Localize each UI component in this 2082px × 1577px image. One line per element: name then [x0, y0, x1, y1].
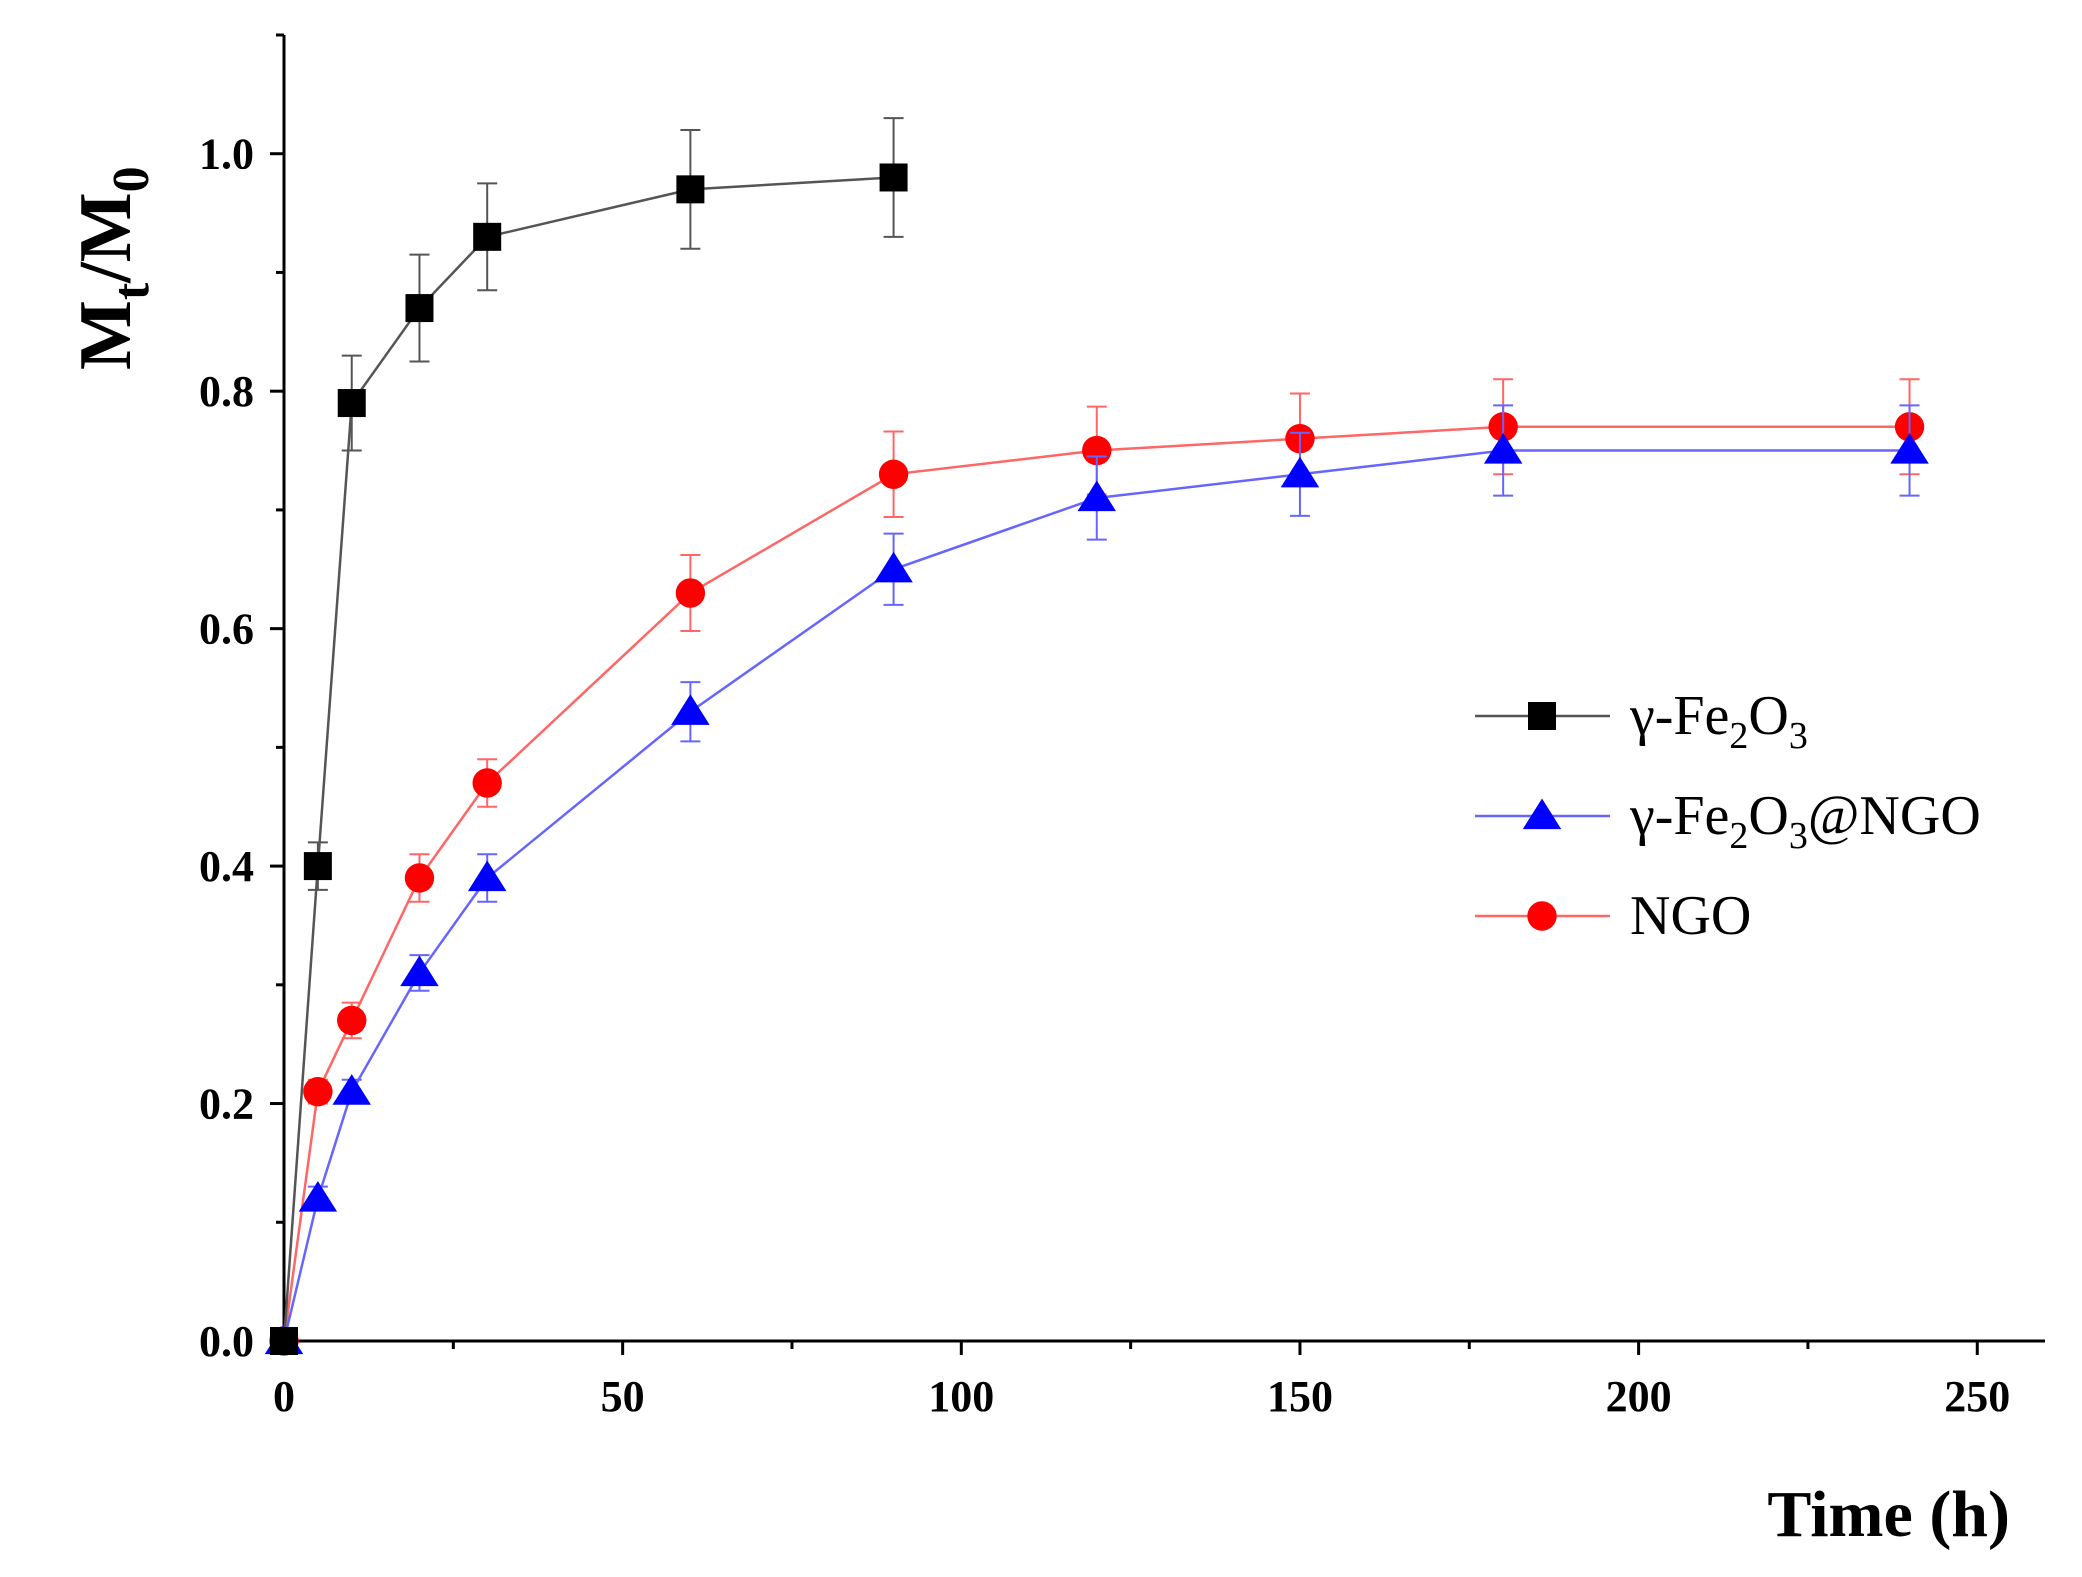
data-point: [332, 1074, 371, 1105]
legend-label: γ-Fe2O3@NGO: [1629, 785, 1981, 857]
legend-entry: γ-Fe2O3: [1475, 685, 1808, 757]
y-tick-label: 0.4: [199, 842, 254, 891]
x-tick-label: 100: [928, 1372, 994, 1421]
data-point: [676, 175, 705, 204]
data-point: [405, 294, 434, 323]
y-tick-label: 0.6: [199, 605, 254, 654]
x-tick-label: 50: [601, 1372, 645, 1421]
data-point: [1280, 456, 1320, 488]
data-point: [1082, 435, 1112, 466]
data-point: [337, 1005, 367, 1036]
series-line: [282, 176, 894, 1342]
data-point: [878, 459, 909, 489]
y-tick-label: 0.0: [199, 1317, 254, 1366]
series-1: [264, 404, 1929, 1355]
x-tick-label: 200: [1606, 1372, 1672, 1421]
legend: γ-Fe2O3 γ-Fe2O3@NGO NGO: [1475, 685, 1981, 947]
data-point: [671, 694, 710, 725]
x-tick-label: 150: [1267, 1372, 1333, 1421]
y-axis-title: Mt/M0: [65, 166, 160, 370]
data-point: [1890, 433, 1929, 464]
legend-marker: [1527, 901, 1557, 931]
data-point: [472, 768, 502, 798]
data-point: [270, 1327, 298, 1355]
data-point: [675, 578, 706, 608]
data-point: [303, 852, 332, 881]
data-point: [473, 222, 502, 251]
legend-entry: γ-Fe2O3@NGO: [1475, 785, 1981, 857]
data-point: [879, 163, 908, 192]
legend-marker: [1528, 702, 1556, 730]
series-0: [270, 117, 908, 1355]
data-point: [337, 389, 366, 418]
y-tick-label: 0.8: [199, 367, 254, 416]
x-tick-label: 0: [273, 1372, 295, 1421]
legend-marker: [1522, 798, 1562, 830]
data-point: [404, 863, 435, 893]
legend-entry: NGO: [1475, 885, 1751, 947]
legend-label: NGO: [1630, 885, 1751, 947]
x-tick-label: 250: [1944, 1372, 2010, 1421]
data-point: [874, 551, 913, 583]
data-point: [467, 860, 507, 892]
data-point: [298, 1181, 338, 1212]
axis-tick-labels: 0.0 0.2 0.4 0.6 0.8 1.0 0 50 100 150 200 250: [199, 130, 2010, 1421]
data-point: [1483, 433, 1523, 464]
x-axis-title: Time (h): [1767, 1478, 2010, 1551]
axis-ticks: [270, 33, 1979, 1355]
y-tick-label: 1.0: [199, 130, 254, 179]
y-tick-label: 0.2: [199, 1080, 254, 1129]
data-point: [303, 1076, 333, 1107]
series-layer: [264, 117, 1929, 1356]
data-point: [1077, 480, 1117, 512]
series-line: [282, 425, 1910, 1342]
legend-label: γ-Fe2O3: [1629, 685, 1808, 757]
data-point: [400, 955, 439, 987]
